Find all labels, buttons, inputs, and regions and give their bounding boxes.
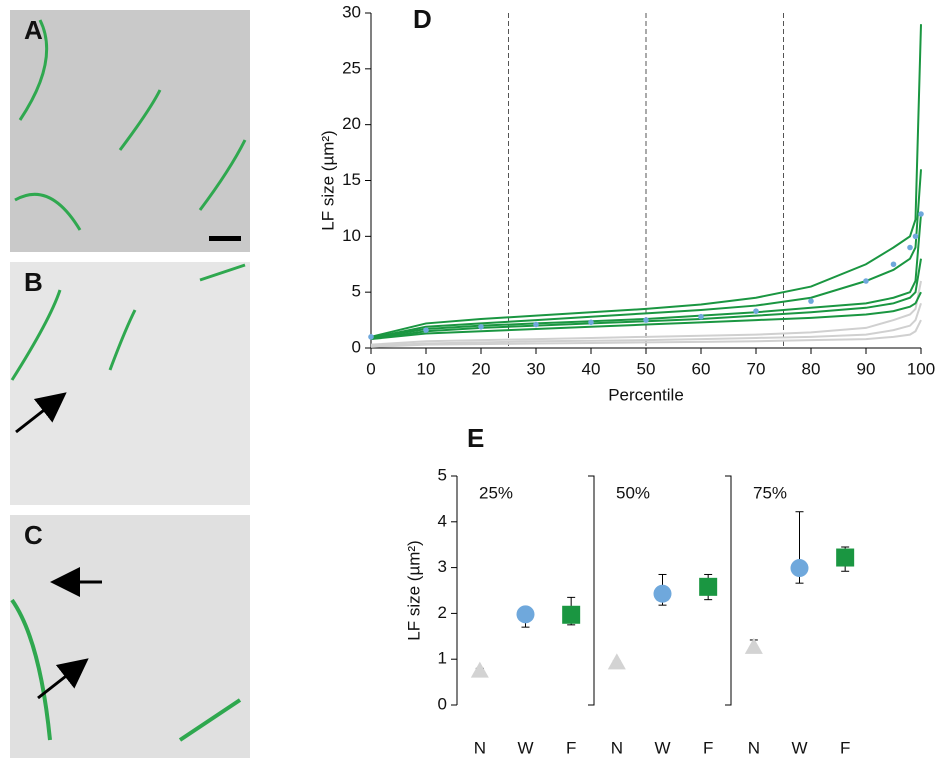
data-point xyxy=(533,321,539,328)
panel-label: C xyxy=(24,520,43,550)
y-tick-label: 5 xyxy=(352,282,361,301)
data-point xyxy=(790,559,809,578)
y-tick-label: 15 xyxy=(342,170,361,189)
data-point xyxy=(890,261,897,268)
data-line xyxy=(370,213,922,339)
data-point xyxy=(562,605,581,624)
data-line xyxy=(370,319,922,348)
x-tick-label: 100 xyxy=(907,359,935,378)
panel-label: B xyxy=(24,267,43,297)
x-tick-label: F xyxy=(566,738,576,757)
data-point xyxy=(607,653,626,670)
data-point xyxy=(516,605,535,624)
data-line xyxy=(370,280,922,346)
x-tick-label: 10 xyxy=(417,359,436,378)
data-line xyxy=(370,258,922,341)
x-tick-label: 20 xyxy=(472,359,491,378)
data-line xyxy=(370,169,922,339)
data-point xyxy=(918,211,924,217)
data-point xyxy=(836,548,855,567)
micrograph-a: A xyxy=(10,10,250,252)
y-axis-label: LF size (µm²) xyxy=(318,130,337,230)
data-point xyxy=(744,637,763,654)
y-tick-label: 3 xyxy=(438,557,447,576)
group-divider xyxy=(588,475,595,706)
group-label: 25% xyxy=(479,483,513,502)
data-point xyxy=(653,584,672,603)
micrograph-c: C xyxy=(10,515,250,758)
data-point xyxy=(643,317,649,323)
x-tick-label: N xyxy=(474,738,486,757)
y-tick-label: 25 xyxy=(342,58,361,77)
y-tick-label: 0 xyxy=(438,694,447,713)
x-tick-label: F xyxy=(703,738,713,757)
y-tick-label: 30 xyxy=(342,2,361,21)
y-tick-label: 20 xyxy=(342,114,361,133)
group-label: 50% xyxy=(616,483,650,502)
x-tick-label: 80 xyxy=(802,359,821,378)
data-point xyxy=(698,313,704,320)
x-tick-label: 40 xyxy=(582,359,601,378)
x-tick-label: N xyxy=(748,738,760,757)
x-tick-label: N xyxy=(611,738,623,757)
data-point xyxy=(470,661,489,678)
data-point xyxy=(478,323,484,330)
y-tick-label: 5 xyxy=(438,465,447,484)
data-line xyxy=(370,291,922,341)
data-point xyxy=(423,327,429,333)
data-point xyxy=(699,577,718,596)
panel-label: D xyxy=(413,4,432,34)
y-tick-label: 4 xyxy=(438,511,447,530)
micrograph-b: B xyxy=(10,262,250,505)
y-axis-label: LF size (µm²) xyxy=(404,540,423,640)
data-point xyxy=(863,278,869,284)
y-tick-label: 2 xyxy=(438,603,447,622)
data-point xyxy=(808,298,814,304)
data-point xyxy=(368,334,374,340)
data-point xyxy=(907,244,913,251)
data-line xyxy=(370,303,922,347)
x-tick-label: W xyxy=(654,738,670,757)
panel-label: A xyxy=(24,15,43,45)
y-tick-label: 1 xyxy=(438,649,447,668)
x-tick-label: 0 xyxy=(366,359,375,378)
data-point xyxy=(912,233,919,240)
x-axis-label: Percentile xyxy=(608,385,684,404)
group-label: 75% xyxy=(753,483,787,502)
x-tick-label: 70 xyxy=(747,359,766,378)
x-tick-label: 60 xyxy=(692,359,711,378)
x-tick-label: F xyxy=(840,738,850,757)
x-tick-label: 30 xyxy=(527,359,546,378)
data-point xyxy=(753,308,759,314)
data-point xyxy=(588,319,594,326)
x-tick-label: W xyxy=(791,738,807,757)
panel-label: E xyxy=(467,423,484,453)
data-line xyxy=(370,24,922,338)
y-tick-label: 0 xyxy=(352,337,361,356)
y-tick-label: 10 xyxy=(342,226,361,245)
x-tick-label: W xyxy=(517,738,533,757)
group-divider xyxy=(725,475,732,706)
x-tick-label: 90 xyxy=(857,359,876,378)
x-tick-label: 50 xyxy=(637,359,656,378)
